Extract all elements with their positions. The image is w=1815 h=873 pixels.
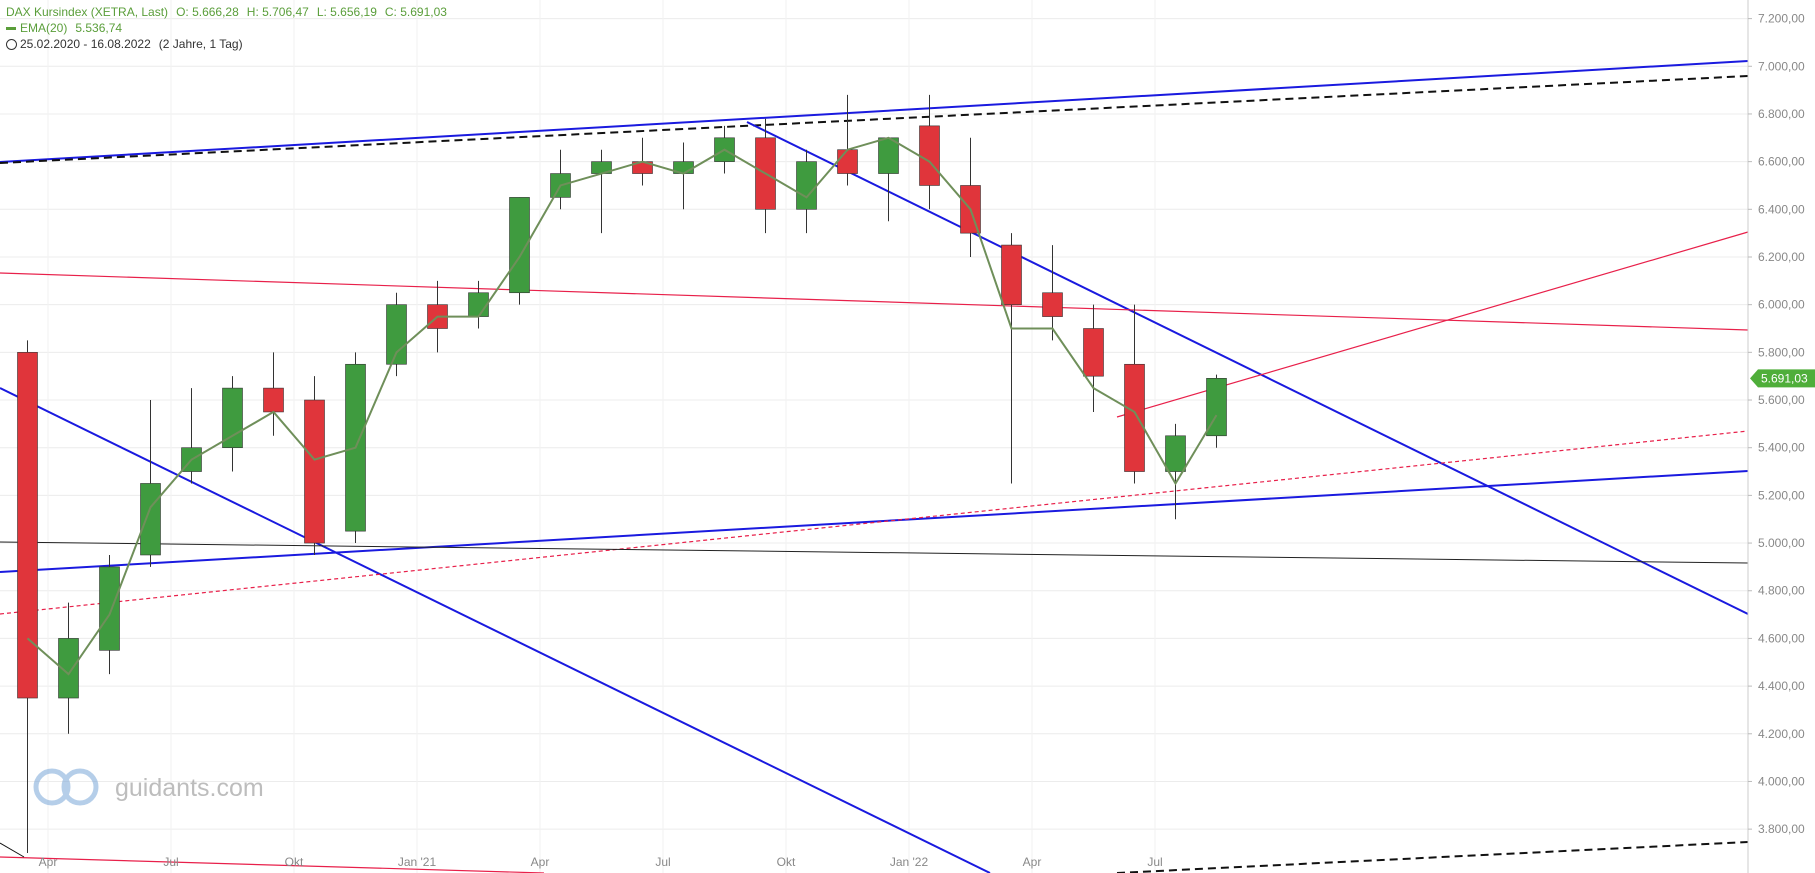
- logo: [33, 768, 71, 806]
- x-tick-label: Jul: [163, 855, 178, 869]
- y-tick-label: 5.600,00: [1758, 393, 1805, 407]
- y-tick-label: 4.600,00: [1758, 631, 1805, 645]
- ema-line: [26, 136, 1218, 676]
- candle-body: [1083, 328, 1104, 377]
- candle-body: [509, 197, 530, 294]
- candle-body: [1206, 378, 1227, 437]
- candle-body: [304, 399, 325, 544]
- x-tick-label: Apr: [39, 855, 58, 869]
- trendline: [0, 842, 25, 858]
- legend-label: EMA(20): [20, 21, 68, 35]
- watermark: guidants.com: [33, 768, 264, 806]
- header-line: DAX Kursindex (XETRA, Last) O: 5.666,28 H:…: [6, 5, 455, 19]
- y-tick-label: 7.200,00: [1758, 12, 1805, 26]
- trendline: [0, 75, 1749, 164]
- watermark-text: guidants.com: [115, 774, 264, 802]
- trendline: [0, 470, 1749, 573]
- x-tick-label: Okt: [285, 855, 304, 869]
- y-tick-label: 4.800,00: [1758, 584, 1805, 598]
- candle-body: [1165, 435, 1186, 472]
- date-span: (2 Jahre, 1 Tag): [158, 37, 243, 51]
- candle-body: [140, 483, 161, 556]
- ohlc: C: 5.691,03: [384, 5, 447, 19]
- candle-body: [837, 149, 858, 174]
- x-tick-label: Apr: [531, 855, 550, 869]
- x-tick-label: Okt: [777, 855, 796, 869]
- y-tick-label: 4.400,00: [1758, 679, 1805, 693]
- candle-body: [17, 352, 38, 699]
- trendline: [0, 541, 1749, 564]
- x-tick-label: Apr: [1023, 855, 1042, 869]
- x-tick-label: Jan '22: [890, 855, 929, 869]
- candle-body: [99, 566, 120, 651]
- ohlc: O: 5.666,28: [176, 5, 239, 19]
- y-tick-label: 7.000,00: [1758, 59, 1805, 73]
- trendlines: [0, 60, 1749, 873]
- candle-body: [58, 638, 79, 699]
- candle-body: [1001, 244, 1022, 305]
- candle-body: [1124, 363, 1145, 472]
- instrument: DAX Kursindex (XETRA, Last): [6, 5, 169, 19]
- trendline: [0, 387, 991, 873]
- candle-body: [1042, 292, 1063, 317]
- trendline: [0, 856, 545, 873]
- y-tick-label: 6.600,00: [1758, 155, 1805, 169]
- candle-body: [878, 137, 899, 174]
- x-tick-label: Jan '21: [398, 855, 437, 869]
- y-tick-label: 3.800,00: [1758, 822, 1805, 836]
- candle-body: [796, 161, 817, 210]
- trendline: [1116, 841, 1749, 873]
- date-range: 25.02.2020 - 16.08.2022: [20, 37, 151, 51]
- candles: [17, 94, 1227, 853]
- y-tick-label: 5.000,00: [1758, 536, 1805, 550]
- candle-body: [919, 125, 940, 186]
- legend-swatch: [6, 27, 16, 31]
- y-tick-label: 6.200,00: [1758, 250, 1805, 264]
- x-tick-label: Jul: [655, 855, 670, 869]
- ohlc: H: 5.706,47: [246, 5, 309, 19]
- trendline: [746, 121, 1749, 615]
- ohlc: L: 5.656,19: [316, 5, 377, 19]
- y-tick-label: 6.400,00: [1758, 202, 1805, 216]
- y-tick-label: 5.400,00: [1758, 441, 1805, 455]
- x-tick-label: Jul: [1147, 855, 1162, 869]
- trendline: [0, 430, 1749, 615]
- grid: [0, 0, 1748, 873]
- y-tick-label: 5.200,00: [1758, 488, 1805, 502]
- trendline: [0, 272, 1749, 331]
- y-tick-label: 4.000,00: [1758, 774, 1805, 788]
- trendline: [0, 60, 1749, 163]
- legend-value: 5.536,74: [75, 21, 123, 35]
- y-tick-label: 4.200,00: [1758, 727, 1805, 741]
- price-tag-label: 5.691,03: [1761, 371, 1808, 385]
- candle-body: [263, 387, 284, 413]
- y-tick-label: 6.800,00: [1758, 107, 1805, 121]
- clock-icon: [6, 39, 17, 51]
- y-tick-label: 6.000,00: [1758, 298, 1805, 312]
- y-tick-label: 5.800,00: [1758, 345, 1805, 359]
- candle-body: [386, 304, 407, 365]
- logo: [61, 768, 99, 806]
- header-line: 25.02.2020 - 16.08.2022 (2 Jahre, 1 Tag): [6, 37, 251, 51]
- header-line: EMA(20) 5.536,74: [6, 21, 130, 35]
- price-tag: [1750, 369, 1815, 388]
